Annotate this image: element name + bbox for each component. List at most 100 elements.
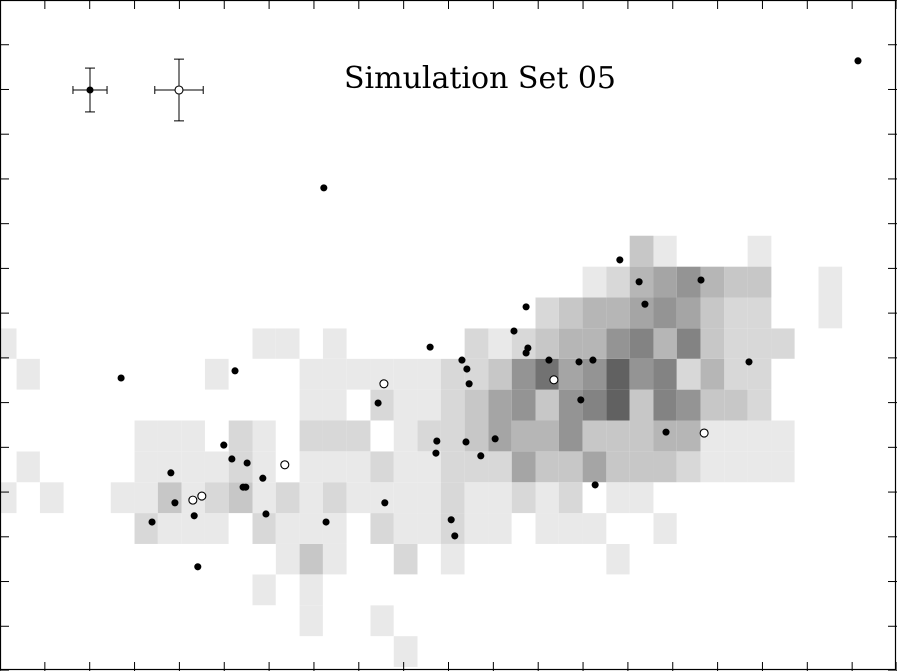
heatmap-cell: [252, 451, 276, 483]
heatmap-cell: [464, 605, 489, 637]
heatmap-cell: [488, 482, 512, 514]
heatmap-cell: [606, 543, 630, 575]
heatmap-cell: [417, 543, 441, 575]
heatmap-cell: [700, 328, 725, 359]
heatmap-cell: [63, 636, 88, 667]
heatmap-cell: [842, 482, 866, 514]
heatmap-cell: [39, 636, 64, 667]
heatmap-cell: [322, 482, 347, 514]
heatmap-cell: [653, 543, 677, 575]
heatmap-cell: [629, 358, 654, 390]
heatmap-cell: [87, 636, 111, 667]
heatmap-cell: [204, 574, 229, 606]
filled-point: [447, 516, 455, 524]
heatmap-cell: [0, 266, 17, 298]
heatmap-cell: [794, 266, 819, 298]
heatmap-cell: [134, 420, 158, 452]
heatmap-cell: [771, 389, 795, 421]
heatmap-cell: [228, 389, 253, 421]
heatmap-cell: [417, 235, 441, 267]
heatmap-cell: [606, 605, 630, 637]
heatmap-cell: [299, 605, 323, 637]
heatmap-cell: [204, 266, 229, 298]
heatmap-cell: [511, 513, 536, 544]
heatmap-cell: [582, 543, 607, 575]
heatmap-cell: [558, 389, 583, 421]
heatmap-cell: [488, 543, 512, 575]
heatmap-cell: [252, 328, 276, 359]
heatmap-cell: [818, 328, 843, 359]
filled-point: [262, 510, 270, 518]
heatmap-cell: [157, 297, 182, 329]
heatmap-cell: [87, 389, 111, 421]
heatmap-cell: [440, 266, 465, 298]
heatmap-cell: [440, 636, 465, 667]
heatmap-cell: [39, 235, 64, 267]
heatmap-cell: [417, 389, 441, 421]
heatmap-cell: [417, 482, 441, 514]
heatmap-cell: [818, 574, 843, 606]
heatmap-cell: [747, 420, 772, 452]
heatmap-cell: [87, 266, 111, 298]
heatmap-cell: [63, 266, 88, 298]
heatmap-cell: [370, 235, 394, 267]
filled-point: [190, 512, 198, 520]
heatmap-cell: [228, 605, 253, 637]
heatmap-cell: [322, 297, 347, 329]
heatmap-cell: [63, 358, 88, 390]
heatmap-cell: [346, 513, 371, 544]
heatmap-cell: [794, 328, 819, 359]
heatmap-cell: [653, 328, 677, 359]
heatmap-cell: [558, 328, 583, 359]
heatmap-cell: [393, 574, 418, 606]
heatmap-cell: [747, 389, 772, 421]
filled-point: [462, 438, 470, 446]
heatmap-cell: [16, 420, 40, 452]
heatmap-cell: [0, 574, 17, 606]
chart-title: Simulation Set 05: [344, 61, 616, 96]
heatmap-cell: [842, 358, 866, 390]
heatmap-cell: [63, 297, 88, 329]
heatmap-cell: [511, 297, 536, 329]
heatmap-cell: [582, 266, 607, 298]
heatmap-cell: [157, 482, 182, 514]
filled-point: [148, 518, 156, 526]
heatmap-cell: [299, 266, 323, 298]
heatmap-cell: [771, 297, 795, 329]
heatmap-cell: [464, 266, 489, 298]
heatmap-cell: [629, 543, 654, 575]
heatmap-cell: [157, 235, 182, 267]
heatmap-cell: [393, 636, 418, 667]
heatmap-cell: [417, 266, 441, 298]
heatmap-cell: [700, 482, 725, 514]
heatmap-cell: [16, 513, 40, 544]
heatmap-cell: [110, 451, 135, 483]
heatmap-cell: [606, 636, 630, 667]
heatmap-cell: [771, 513, 795, 544]
heatmap-cell: [0, 605, 17, 637]
heatmap-cell: [39, 543, 64, 575]
heatmap-cell: [464, 297, 489, 329]
heatmap-cell: [110, 266, 135, 298]
heatmap-cell: [299, 297, 323, 329]
heatmap-cell: [299, 636, 323, 667]
heatmap-cell: [511, 482, 536, 514]
heatmap-cell: [794, 513, 819, 544]
heatmap-cell: [181, 328, 205, 359]
heatmap-cell: [511, 574, 536, 606]
heatmap-cell: [794, 389, 819, 421]
heatmap-cell: [275, 636, 300, 667]
filled-point: [477, 452, 485, 460]
heatmap-cell: [865, 389, 890, 421]
heatmap-cell: [700, 513, 725, 544]
heatmap-cell: [771, 235, 795, 267]
heatmap-cell: [440, 297, 465, 329]
heatmap-cell: [794, 297, 819, 329]
heatmap-cell: [558, 235, 583, 267]
heatmap-cell: [275, 389, 300, 421]
filled-point: [491, 435, 499, 443]
heatmap-cell: [629, 482, 654, 514]
heatmap-cell: [393, 266, 418, 298]
heatmap-cell: [204, 328, 229, 359]
